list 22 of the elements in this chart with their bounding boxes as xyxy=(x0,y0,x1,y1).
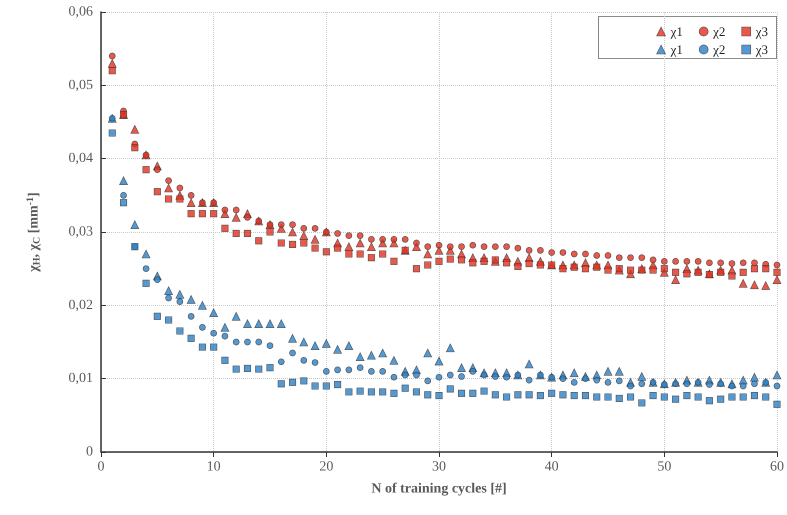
x-tick-label: 20 xyxy=(319,460,334,474)
legend-label: χ3 xyxy=(754,42,768,57)
y-tick-label: 0 xyxy=(86,444,93,460)
x-tick-label: 10 xyxy=(206,460,221,474)
y-tick-label: 0,01 xyxy=(68,371,93,386)
legend-label: χ1 xyxy=(670,24,683,39)
x-axis-title: N of training cycles [#] xyxy=(371,482,507,496)
legend-label: χ2 xyxy=(712,24,726,39)
x-tick-label: 0 xyxy=(98,460,104,474)
legend-label: χ3 xyxy=(754,24,768,39)
y-tick-label: 0,02 xyxy=(68,298,93,313)
x-tick-label: 60 xyxy=(770,460,784,474)
y-tick-label: 0,04 xyxy=(68,151,93,166)
legend-label: χ2 xyxy=(712,42,726,57)
legend-label: χ1 xyxy=(670,42,683,57)
x-tick-label: 40 xyxy=(544,460,559,474)
y-tick-label: 0,03 xyxy=(68,224,93,240)
y-axis-title: χH, χC [mm-1] xyxy=(25,192,42,273)
y-tick-label: 0,06 xyxy=(68,4,93,20)
x-tick-label: 30 xyxy=(432,460,446,474)
y-tick-label: 0,05 xyxy=(68,78,93,93)
x-tick-label: 50 xyxy=(657,460,672,474)
